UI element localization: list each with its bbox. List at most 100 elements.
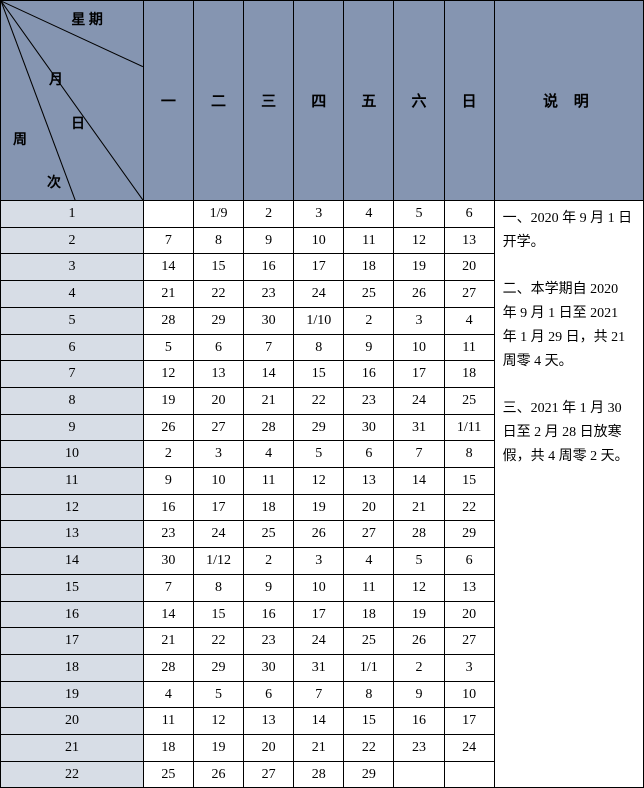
week-number: 2: [1, 227, 144, 254]
header-day-7: 日: [444, 1, 494, 201]
date-cell: 19: [143, 387, 193, 414]
date-cell: 2: [244, 548, 294, 575]
date-cell: 2: [394, 654, 444, 681]
date-cell: 10: [394, 334, 444, 361]
date-cell: 26: [394, 281, 444, 308]
corner-label-week: 周: [13, 129, 27, 149]
date-cell: 8: [294, 334, 344, 361]
date-cell: 23: [244, 281, 294, 308]
date-cell: 3: [294, 201, 344, 228]
date-cell: 26: [294, 521, 344, 548]
week-number: 14: [1, 548, 144, 575]
date-cell: 5: [394, 548, 444, 575]
header-notes: 说 明: [494, 1, 643, 201]
date-cell: 10: [294, 574, 344, 601]
header-day-2: 二: [193, 1, 243, 201]
header-day-4: 四: [294, 1, 344, 201]
date-cell: 20: [244, 735, 294, 762]
calendar-body: 11/923456一、2020 年 9 月 1 日开学。 二、本学期自 2020…: [1, 201, 644, 788]
date-cell: 13: [344, 468, 394, 495]
date-cell: 22: [193, 628, 243, 655]
date-cell: 7: [143, 574, 193, 601]
week-number: 1: [1, 201, 144, 228]
date-cell: 15: [344, 708, 394, 735]
date-cell: 19: [394, 254, 444, 281]
date-cell: 13: [244, 708, 294, 735]
corner-label-weekday: 星 期: [71, 9, 103, 29]
date-cell: 10: [444, 681, 494, 708]
date-cell: 31: [294, 654, 344, 681]
date-cell: 15: [294, 361, 344, 388]
date-cell: 11: [344, 574, 394, 601]
date-cell: 12: [143, 361, 193, 388]
date-cell: 1/11: [444, 414, 494, 441]
note-line: 三、2021 年 1 月 30 日至 2 月 28 日放寒假，共 4 周零 2 …: [503, 397, 635, 468]
date-cell: 12: [394, 227, 444, 254]
week-number: 21: [1, 735, 144, 762]
date-cell: 28: [394, 521, 444, 548]
date-cell: 10: [193, 468, 243, 495]
date-cell: 3: [294, 548, 344, 575]
date-cell: 13: [193, 361, 243, 388]
date-cell: 23: [344, 387, 394, 414]
note-line: 一、2020 年 9 月 1 日开学。: [503, 207, 635, 255]
date-cell: 9: [394, 681, 444, 708]
date-cell: 7: [394, 441, 444, 468]
date-cell: 6: [244, 681, 294, 708]
date-cell: 12: [193, 708, 243, 735]
date-cell: 3: [444, 654, 494, 681]
week-number: 12: [1, 494, 144, 521]
date-cell: 29: [444, 521, 494, 548]
corner-label-day: 日: [71, 113, 85, 133]
week-number: 6: [1, 334, 144, 361]
date-cell: 8: [344, 681, 394, 708]
date-cell: 16: [344, 361, 394, 388]
date-cell: 22: [294, 387, 344, 414]
date-cell: 27: [444, 281, 494, 308]
table-row: 11/923456一、2020 年 9 月 1 日开学。 二、本学期自 2020…: [1, 201, 644, 228]
date-cell: 6: [444, 201, 494, 228]
header-day-3: 三: [244, 1, 294, 201]
date-cell: 28: [143, 654, 193, 681]
date-cell: 30: [244, 654, 294, 681]
date-cell: 4: [143, 681, 193, 708]
date-cell: 8: [193, 227, 243, 254]
date-cell: 29: [193, 654, 243, 681]
date-cell: 22: [444, 494, 494, 521]
date-cell: 28: [244, 414, 294, 441]
date-cell: [394, 761, 444, 788]
date-cell: 21: [143, 281, 193, 308]
date-cell: 12: [394, 574, 444, 601]
date-cell: 15: [193, 254, 243, 281]
date-cell: 29: [344, 761, 394, 788]
date-cell: 25: [244, 521, 294, 548]
date-cell: 21: [294, 735, 344, 762]
date-cell: 19: [193, 735, 243, 762]
corner-label-num: 次: [47, 172, 61, 192]
corner-header: 星 期 月 日 周 次: [1, 1, 144, 201]
date-cell: 29: [294, 414, 344, 441]
week-number: 13: [1, 521, 144, 548]
date-cell: 16: [143, 494, 193, 521]
date-cell: 1/1: [344, 654, 394, 681]
week-number: 11: [1, 468, 144, 495]
week-number: 3: [1, 254, 144, 281]
date-cell: 21: [394, 494, 444, 521]
date-cell: 2: [244, 201, 294, 228]
date-cell: 11: [444, 334, 494, 361]
date-cell: 6: [193, 334, 243, 361]
note-line: [503, 374, 635, 398]
date-cell: 24: [193, 521, 243, 548]
date-cell: 24: [294, 628, 344, 655]
date-cell: 6: [344, 441, 394, 468]
date-cell: 25: [143, 761, 193, 788]
date-cell: 4: [444, 307, 494, 334]
date-cell: 17: [444, 708, 494, 735]
date-cell: 27: [444, 628, 494, 655]
date-cell: 8: [444, 441, 494, 468]
date-cell: 29: [193, 307, 243, 334]
date-cell: 15: [444, 468, 494, 495]
date-cell: 27: [244, 761, 294, 788]
date-cell: 27: [344, 521, 394, 548]
date-cell: 1/9: [193, 201, 243, 228]
